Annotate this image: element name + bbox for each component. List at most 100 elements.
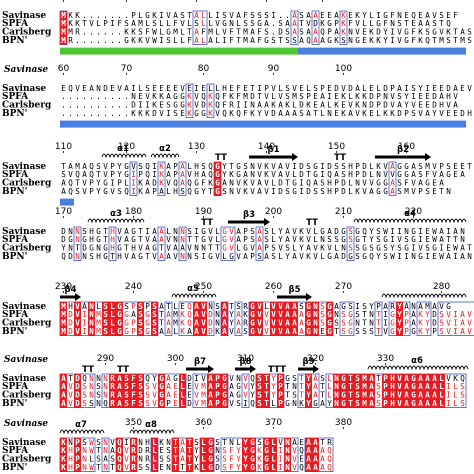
residue: V <box>152 399 157 408</box>
residue: T <box>348 382 353 391</box>
residue: F <box>236 84 241 93</box>
residue: K <box>229 109 234 118</box>
residue: A <box>278 162 283 171</box>
identity-column <box>221 374 228 408</box>
residue: S <box>264 227 269 236</box>
residue: S <box>257 11 262 20</box>
identity-column <box>207 438 214 472</box>
residue: L <box>369 19 374 28</box>
residue: L <box>453 391 458 400</box>
residue: . <box>124 101 129 110</box>
residue: . <box>82 28 87 37</box>
residue: G <box>313 162 318 171</box>
position-number: 370 <box>265 418 282 428</box>
residue: G <box>390 319 395 328</box>
residue: S <box>222 463 227 472</box>
residue: V <box>432 170 437 179</box>
residue: D <box>334 84 339 93</box>
residue: V <box>194 382 199 391</box>
residue: D <box>152 109 157 118</box>
residue: . <box>68 92 73 101</box>
residue: P <box>355 162 360 171</box>
residue: T <box>138 235 143 244</box>
residue: L <box>145 19 150 28</box>
residue: K <box>355 101 360 110</box>
residue: A <box>313 391 318 400</box>
identity-column <box>74 438 81 472</box>
residue: F <box>201 28 206 37</box>
turn-label: TT <box>334 153 346 163</box>
residue: Q <box>306 36 311 45</box>
residue: I <box>453 310 458 319</box>
block-header: Savinase <box>4 355 48 365</box>
residue: T <box>187 235 192 244</box>
identity-column <box>249 302 256 336</box>
residue: D <box>75 399 80 408</box>
residue: T <box>68 374 73 383</box>
residue: M <box>425 302 430 311</box>
conservation-box <box>129 161 138 196</box>
residue: A <box>446 252 451 261</box>
residue: S <box>397 244 402 253</box>
residue: G <box>341 399 346 408</box>
turn-label: TT <box>82 365 94 375</box>
residue: N <box>250 162 255 171</box>
sequence-name: Savinase <box>2 227 46 237</box>
residue: T <box>362 310 367 319</box>
residue: S <box>341 310 346 319</box>
residue: P <box>383 391 388 400</box>
residue: T <box>187 438 192 447</box>
sequence-name: Carlsberg <box>2 244 52 254</box>
residue: N <box>173 227 178 236</box>
residue: A <box>418 19 423 28</box>
residue: K <box>355 11 360 20</box>
residue: T <box>278 36 283 45</box>
residue: S <box>166 36 171 45</box>
residue: H <box>110 244 115 253</box>
residue: S <box>166 455 171 464</box>
residue: P <box>131 302 136 311</box>
residue: M <box>362 382 367 391</box>
identity-column <box>116 374 123 408</box>
residue: V <box>201 302 206 311</box>
residue: E <box>166 84 171 93</box>
residue: A <box>159 302 164 311</box>
residue: . <box>117 36 122 45</box>
residue: . <box>82 92 87 101</box>
residue: E <box>362 36 367 45</box>
residue: Y <box>271 391 276 400</box>
residue: M <box>96 319 101 328</box>
residue: V <box>166 235 171 244</box>
residue: S <box>222 446 227 455</box>
residue: V <box>124 252 129 261</box>
residue: Q <box>68 179 73 188</box>
residue: A <box>306 28 311 37</box>
residue: R <box>131 438 136 447</box>
residue: K <box>243 187 248 196</box>
residue: . <box>285 11 290 20</box>
residue: F <box>453 11 458 20</box>
residue: I <box>446 227 451 236</box>
residue: G <box>446 302 451 311</box>
residue: P <box>376 101 381 110</box>
residue: N <box>89 391 94 400</box>
residue: W <box>453 244 458 253</box>
residue: A <box>292 109 297 118</box>
residue: G <box>131 235 136 244</box>
residue: G <box>243 244 248 253</box>
block-header: Savinase <box>4 65 48 75</box>
residue: E <box>432 179 437 188</box>
residue: V <box>264 92 269 101</box>
residue: V <box>397 399 402 408</box>
identity-column <box>277 302 284 336</box>
residue: . <box>61 101 66 110</box>
residue: A <box>166 374 171 383</box>
residue: M <box>173 310 178 319</box>
residue: D <box>208 327 213 336</box>
residue: S <box>341 36 346 45</box>
residue: Y <box>425 319 430 328</box>
residue: D <box>68 327 73 336</box>
residue: G <box>341 391 346 400</box>
residue: A <box>285 310 290 319</box>
residue: M <box>61 327 66 336</box>
